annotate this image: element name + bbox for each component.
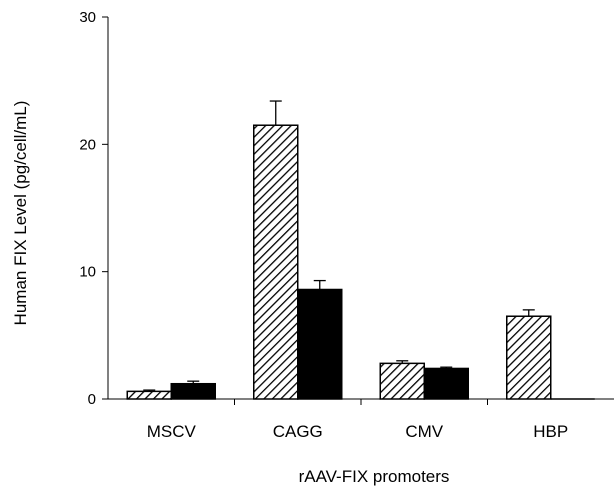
y-tick-label: 20	[79, 136, 96, 153]
bar-cmv-series-1	[379, 362, 425, 400]
labels: 0 10 20 30 MSCV CAGG CMV HBP	[79, 9, 568, 441]
bars	[126, 100, 595, 400]
x-tick-label-cmv: CMV	[405, 422, 443, 441]
x-tick-label-mscv: MSCV	[147, 422, 197, 441]
bar-hbp-series-1	[506, 315, 552, 400]
bar-mscv-series-2	[170, 382, 216, 400]
y-tick-label: 0	[88, 391, 96, 408]
bar-cagg-series-2	[297, 288, 343, 400]
bar-cmv-series-2	[423, 367, 469, 400]
bar-cagg-series-1	[253, 124, 299, 400]
y-tick-label: 10	[79, 264, 96, 281]
x-axis-title: rAAV-FIX promoters	[299, 467, 450, 486]
y-tick-label: 30	[79, 9, 96, 26]
y-axis-title: Human FIX Level (pg/cell/mL)	[11, 101, 30, 326]
bar-mscv-series-1	[126, 390, 172, 400]
x-tick-label-cagg: CAGG	[273, 422, 323, 441]
x-tick-label-hbp: HBP	[533, 422, 568, 441]
